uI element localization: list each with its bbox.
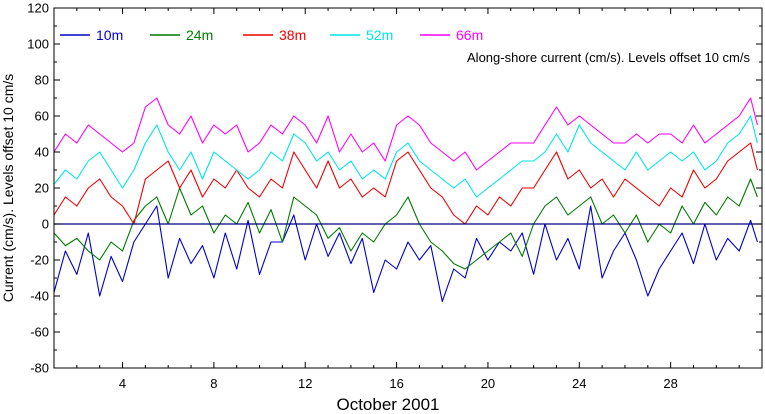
y-tick-label: 40 <box>35 145 49 160</box>
x-tick-label: 16 <box>389 376 403 391</box>
series-line-24m <box>53 178 758 270</box>
series-line-38m <box>53 142 758 225</box>
y-tick-label: 0 <box>42 217 49 232</box>
x-tick-label: 12 <box>298 376 312 391</box>
series-line-66m <box>53 97 758 171</box>
y-tick-label: -40 <box>30 289 49 304</box>
series-lines <box>53 97 758 302</box>
y-tick-label: -60 <box>30 325 49 340</box>
legend-label-38m: 38m <box>279 27 306 43</box>
y-axis-ticks: -80 -60 -40 -20 0 20 40 60 80 100 120 <box>27 1 762 376</box>
x-tick-label: 8 <box>210 376 217 391</box>
x-axis-title: October 2001 <box>336 395 439 414</box>
legend: 10m 24m 38m 52m 66m <box>60 27 483 43</box>
series-line-52m <box>53 115 758 198</box>
x-axis-ticks: 4 8 12 16 20 24 28 <box>53 8 763 391</box>
series-line-10m <box>53 205 758 302</box>
legend-label-10m: 10m <box>96 27 123 43</box>
legend-label-52m: 52m <box>366 27 393 43</box>
y-tick-label: -80 <box>30 361 49 376</box>
x-tick-label: 4 <box>119 376 126 391</box>
y-tick-label: 120 <box>27 1 49 16</box>
y-tick-label: 100 <box>27 37 49 52</box>
x-tick-label: 28 <box>663 376 677 391</box>
y-tick-label: 20 <box>35 181 49 196</box>
legend-label-66m: 66m <box>456 27 483 43</box>
y-tick-label: -20 <box>30 253 49 268</box>
y-tick-label: 60 <box>35 109 49 124</box>
legend-label-24m: 24m <box>186 27 213 43</box>
x-tick-label: 20 <box>481 376 495 391</box>
y-axis-title: Current (cm/s). Levels offset 10 cm/s <box>0 74 16 302</box>
x-tick-label: 24 <box>572 376 586 391</box>
y-tick-label: 80 <box>35 73 49 88</box>
chart-annotation: Along-shore current (cm/s). Levels offse… <box>467 50 750 65</box>
